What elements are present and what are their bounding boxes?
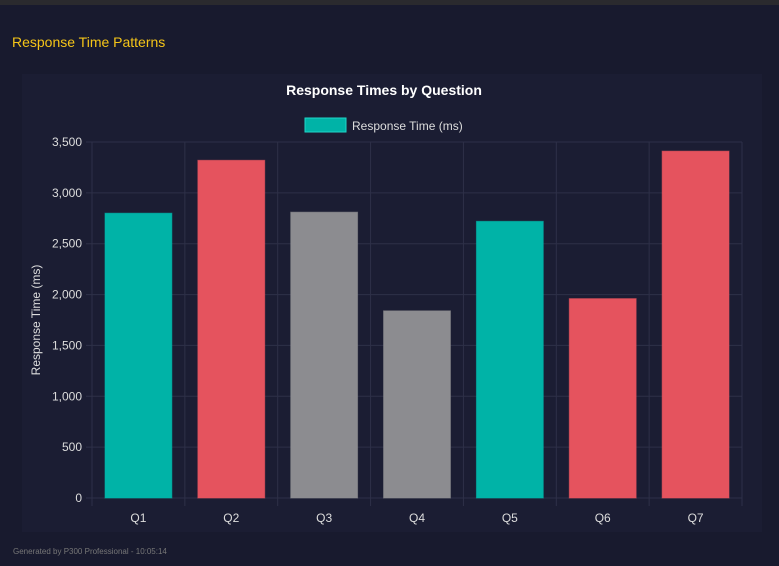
y-tick-label: 1,500 (52, 338, 82, 352)
x-tick-label: Q6 (595, 511, 611, 525)
y-tick-label: 3,500 (52, 135, 82, 149)
bar-q6 (568, 298, 637, 499)
y-tick-label: 500 (62, 440, 82, 454)
y-tick-label: 0 (75, 491, 82, 505)
y-tick-label: 2,500 (52, 237, 82, 251)
x-tick-label: Q1 (130, 511, 146, 525)
bar-q5 (475, 220, 544, 499)
section-heading: Response Time Patterns (12, 34, 166, 50)
top-bar (0, 0, 779, 5)
y-axis-label: Response Time (ms) (29, 265, 43, 376)
x-tick-label: Q7 (688, 511, 704, 525)
x-tick-label: Q5 (502, 511, 518, 525)
bar-q2 (197, 159, 266, 499)
x-tick-label: Q2 (223, 511, 239, 525)
bar-q3 (290, 211, 359, 499)
footer-text: Generated by P300 Professional - 10:05:1… (13, 547, 167, 556)
x-tick-label: Q3 (316, 511, 332, 525)
y-tick-label: 1,000 (52, 389, 82, 403)
chart-title: Response Times by Question (286, 82, 482, 98)
y-tick-label: 2,000 (52, 288, 82, 302)
legend-label: Response Time (ms) (352, 119, 463, 133)
bar-q1 (104, 212, 173, 499)
y-tick-label: 3,000 (52, 186, 82, 200)
x-tick-label: Q4 (409, 511, 425, 525)
legend-swatch (304, 117, 347, 133)
bar-q4 (383, 310, 451, 499)
bar-q7 (661, 150, 730, 499)
